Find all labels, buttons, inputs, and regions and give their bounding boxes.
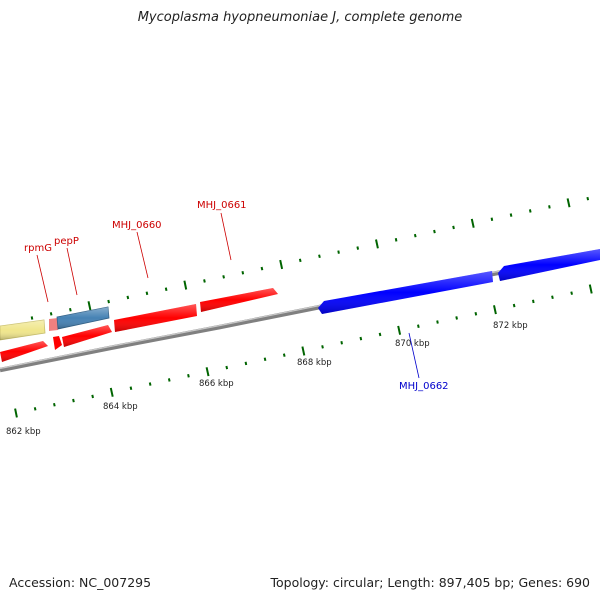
leader-MHJ_0662 bbox=[408, 332, 420, 379]
inner-minor-tick bbox=[436, 320, 439, 324]
outer-major-tick bbox=[470, 218, 475, 228]
inner-minor-tick bbox=[321, 345, 324, 349]
outer-minor-tick bbox=[433, 229, 436, 234]
scale-label-862: 862 kbp bbox=[6, 427, 41, 437]
gene-label-leaders bbox=[36, 212, 420, 379]
outer-minor-tick bbox=[107, 299, 110, 304]
outer-minor-tick bbox=[69, 307, 72, 312]
inner-major-tick bbox=[14, 408, 18, 418]
inner-minor-tick bbox=[417, 324, 420, 329]
inner-minor-tick bbox=[474, 311, 478, 316]
accession-text: Accession: NC_007295 bbox=[9, 575, 152, 590]
inner-minor-tick bbox=[570, 291, 573, 295]
gene-features bbox=[0, 249, 600, 362]
outer-minor-tick bbox=[356, 246, 360, 250]
outer-minor-tick bbox=[490, 217, 494, 221]
inner-minor-tick bbox=[359, 336, 363, 341]
outer-minor-tick bbox=[452, 225, 455, 230]
outer-minor-tick bbox=[241, 271, 245, 275]
outer-minor-tick bbox=[126, 295, 130, 300]
outer-major-tick bbox=[566, 198, 571, 208]
inner-major-tick bbox=[397, 325, 402, 335]
leader-pepP bbox=[66, 247, 78, 296]
outer-minor-tick bbox=[49, 312, 53, 316]
leader-MHJ_0661 bbox=[220, 212, 232, 261]
outer-minor-tick bbox=[337, 250, 340, 254]
scale-label-872: 872 kbp bbox=[493, 321, 528, 331]
topology-text: Topology: circular; Length: 897,405 bp; … bbox=[270, 575, 591, 590]
scale-label-866: 866 kbp bbox=[199, 379, 234, 389]
page-title: Mycoplasma hyopneumoniae J, complete gen… bbox=[137, 10, 463, 25]
outer-minor-tick bbox=[548, 205, 551, 209]
scale-label-870: 870 kbp bbox=[395, 339, 430, 349]
outer-minor-tick bbox=[145, 291, 149, 296]
outer-minor-tick bbox=[528, 209, 532, 213]
inner-minor-tick bbox=[167, 378, 171, 382]
outer-major-tick bbox=[87, 301, 92, 311]
inner-minor-tick bbox=[340, 341, 343, 345]
gene-label-MHJ_0660[interactable]: MHJ_0660 bbox=[112, 220, 162, 231]
outer-minor-tick bbox=[164, 287, 168, 292]
inner-minor-tick bbox=[91, 394, 94, 399]
inner-minor-tick bbox=[225, 365, 229, 370]
scale-label-868: 868 kbp bbox=[297, 358, 332, 368]
inner-major-tick bbox=[493, 305, 497, 315]
gene-labels: rpmG pepP MHJ_0660 MHJ_0661 MHJ_0662 bbox=[24, 200, 449, 392]
outer-major-tick bbox=[183, 280, 188, 290]
leader-rpmG bbox=[36, 254, 49, 303]
inner-minor-tick bbox=[148, 382, 152, 386]
inner-major-tick bbox=[205, 367, 210, 377]
inner-minor-tick bbox=[244, 361, 248, 366]
inner-minor-tick bbox=[551, 295, 554, 300]
inner-minor-tick bbox=[33, 407, 37, 411]
gene-label-MHJ_0661[interactable]: MHJ_0661 bbox=[197, 200, 247, 211]
outer-minor-tick bbox=[298, 258, 302, 263]
outer-minor-tick bbox=[318, 254, 321, 259]
inner-minor-tick bbox=[532, 299, 535, 304]
outer-minor-tick bbox=[222, 275, 225, 279]
inner-minor-tick bbox=[512, 303, 516, 308]
inner-minor-tick bbox=[263, 357, 267, 362]
inner-minor-tick bbox=[455, 316, 458, 320]
gene-forward-lower-2[interactable] bbox=[53, 336, 62, 350]
scale-labels: 862 kbp 864 kbp 866 kbp 868 kbp 870 kbp … bbox=[6, 321, 528, 437]
inner-minor-tick bbox=[187, 373, 190, 378]
inner-minor-tick bbox=[72, 398, 75, 403]
scale-label-864: 864 kbp bbox=[103, 402, 138, 412]
inner-major-tick bbox=[588, 284, 593, 294]
inner-minor-tick bbox=[378, 332, 382, 337]
outer-minor-tick bbox=[394, 238, 398, 242]
outer-minor-tick bbox=[509, 213, 513, 217]
gene-label-pepP[interactable]: pepP bbox=[54, 236, 79, 247]
outer-minor-tick bbox=[203, 279, 206, 283]
inner-tick-row bbox=[14, 284, 593, 418]
inner-minor-tick bbox=[53, 402, 56, 407]
gene-label-MHJ_0662[interactable]: MHJ_0662 bbox=[399, 381, 449, 392]
outer-minor-tick bbox=[413, 233, 417, 238]
outer-major-tick bbox=[279, 259, 284, 270]
outer-minor-tick bbox=[260, 266, 264, 271]
outer-tick-row bbox=[30, 196, 590, 320]
inner-minor-tick bbox=[129, 386, 133, 391]
inner-minor-tick bbox=[282, 353, 286, 357]
outer-minor-tick bbox=[30, 316, 34, 320]
gene-label-rpmG[interactable]: rpmG bbox=[24, 243, 52, 254]
inner-major-tick bbox=[301, 346, 306, 356]
outer-major-tick bbox=[375, 239, 379, 249]
leader-MHJ_0660 bbox=[136, 231, 149, 279]
outer-minor-tick bbox=[586, 196, 590, 201]
inner-major-tick bbox=[109, 387, 114, 397]
gene-rpmG[interactable] bbox=[49, 318, 58, 331]
